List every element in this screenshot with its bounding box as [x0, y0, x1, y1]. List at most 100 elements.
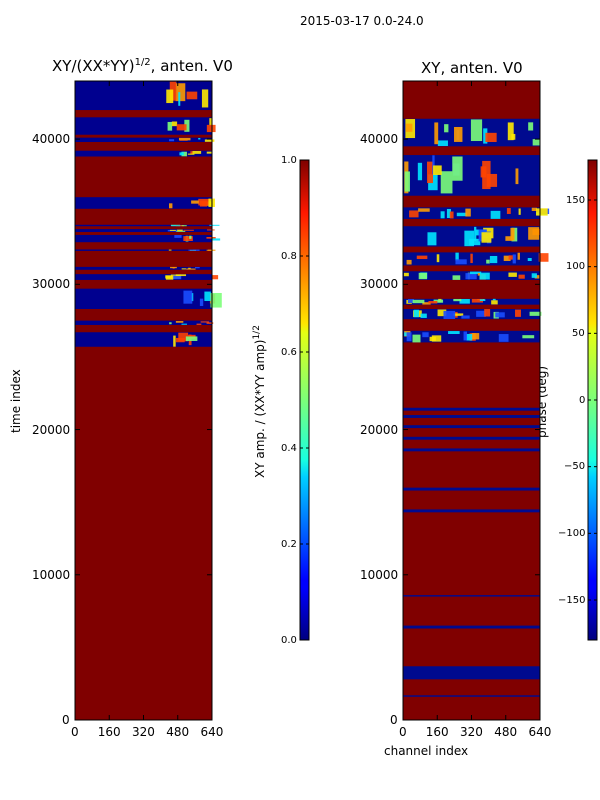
heatmap-speckle: [165, 275, 174, 280]
heatmap-speckle: [199, 200, 208, 207]
heatmap-band: [403, 436, 540, 440]
x-tick-label: 640: [200, 725, 224, 739]
y-tick-label: 10000: [360, 567, 399, 582]
heatmap-speckle: [453, 313, 464, 316]
heatmap-band: [403, 407, 540, 411]
heatmap-speckle: [532, 139, 540, 146]
heatmap-speckle: [511, 133, 516, 140]
y-tick-label: 10000: [32, 567, 71, 582]
y-tick-label: 20000: [32, 422, 71, 437]
heatmap-speckle: [437, 309, 447, 317]
heatmap-speckle: [518, 208, 521, 215]
heatmap-speckle: [171, 121, 178, 127]
heatmap-speckle: [534, 275, 540, 279]
x-tick-label: 160: [97, 725, 121, 739]
heatmap-speckle: [211, 238, 221, 241]
colorbar-tick-label: 150: [566, 194, 586, 206]
heatmap-speckle: [181, 268, 186, 270]
heatmap-speckle: [409, 210, 419, 218]
colorbar-tick-label: 1.0: [281, 154, 297, 166]
heatmap-speckle: [427, 161, 433, 184]
heatmap-speckle: [518, 274, 525, 279]
heatmap-band: [75, 137, 212, 142]
heatmap-speckle: [465, 333, 473, 341]
heatmap-speckle: [169, 203, 173, 209]
colorbar-tick-label: 100: [566, 261, 586, 273]
heatmap-speckle: [175, 230, 186, 232]
colorbar-tick-label: −100: [558, 527, 586, 539]
y-tick-label: 20000: [360, 422, 399, 437]
heatmap-speckle: [489, 255, 498, 264]
heatmap-speckle: [444, 124, 449, 133]
heatmap-speckle: [481, 232, 492, 243]
heatmap-speckle: [191, 200, 199, 204]
heatmap-band: [75, 197, 212, 209]
heatmap-speckle: [412, 334, 421, 343]
heatmap-speckle: [178, 332, 189, 342]
heatmap-speckle: [195, 267, 200, 269]
heatmap-band: [403, 207, 540, 219]
heatmap-speckle: [506, 208, 511, 214]
heatmap-band: [403, 425, 540, 429]
heatmap-speckle: [206, 151, 213, 154]
heatmap-speckle: [204, 291, 211, 301]
heatmap-band: [75, 320, 212, 325]
colorbar-tick-label: 0: [579, 394, 586, 406]
heatmap-band: [75, 288, 212, 310]
heatmap-speckle: [181, 323, 187, 325]
heatmap-speckle: [440, 211, 445, 219]
heatmap-speckle: [512, 254, 516, 264]
heatmap-speckle: [200, 321, 210, 323]
heatmap-speckle: [169, 229, 176, 231]
heatmap-speckle: [482, 160, 491, 190]
heatmap-speckle: [474, 226, 477, 241]
colorbar-tick-label: 0.8: [281, 250, 297, 262]
heatmap-speckle: [171, 225, 181, 227]
heatmap-speckle: [528, 122, 534, 131]
heatmap-speckle: [505, 236, 513, 241]
heatmap-speckle: [184, 119, 190, 132]
heatmap-speckle: [168, 249, 172, 251]
heatmap-speckle: [434, 122, 439, 145]
heatmap-speckle: [405, 123, 413, 132]
heatmap-speckle: [189, 235, 192, 239]
heatmap-speckle: [198, 137, 201, 140]
heatmap-speckle: [437, 140, 448, 146]
heatmap-speckle: [461, 315, 470, 319]
x-tick-label: 320: [460, 725, 483, 739]
heatmap-speckle: [173, 335, 176, 347]
heatmap-speckle: [498, 334, 509, 342]
heatmap-speckle: [479, 299, 486, 301]
heatmap-speckle: [495, 312, 505, 318]
heatmap-speckle: [206, 237, 216, 239]
heatmap-speckle: [407, 299, 414, 303]
heatmap-speckle: [536, 208, 548, 216]
heatmap-speckle: [211, 275, 219, 280]
y-tick-label: 40000: [32, 132, 71, 147]
heatmap-band: [75, 224, 212, 227]
heatmap-speckle: [452, 275, 461, 280]
heatmap-speckle: [175, 337, 185, 343]
heatmap-speckle: [477, 273, 480, 276]
heatmap-speckle: [470, 119, 483, 142]
heatmap-band: [75, 150, 212, 157]
heatmap-speckle: [186, 268, 196, 270]
colorbar1: [299, 159, 310, 641]
heatmap-speckle: [491, 300, 498, 305]
heatmap-speckle: [476, 310, 486, 317]
heatmap-speckle: [181, 225, 187, 227]
heatmap-speckle: [507, 122, 514, 141]
tick-marks: [74, 81, 597, 721]
heatmap-band: [75, 249, 212, 251]
heatmap-speckle: [427, 232, 437, 246]
x-tick-label: 0: [399, 725, 407, 739]
colorbar-tick-label: 0.0: [281, 634, 297, 646]
heatmap-speckle: [433, 299, 444, 303]
y-tick-label: 30000: [32, 277, 71, 292]
heatmap-speckle: [187, 153, 195, 155]
heatmap-speckle: [432, 155, 435, 175]
panel1-title: XY/(XX*YY)1/2, anten. V0: [52, 57, 233, 75]
heatmap-band: [403, 487, 540, 491]
heatmap-speckle: [485, 132, 497, 143]
